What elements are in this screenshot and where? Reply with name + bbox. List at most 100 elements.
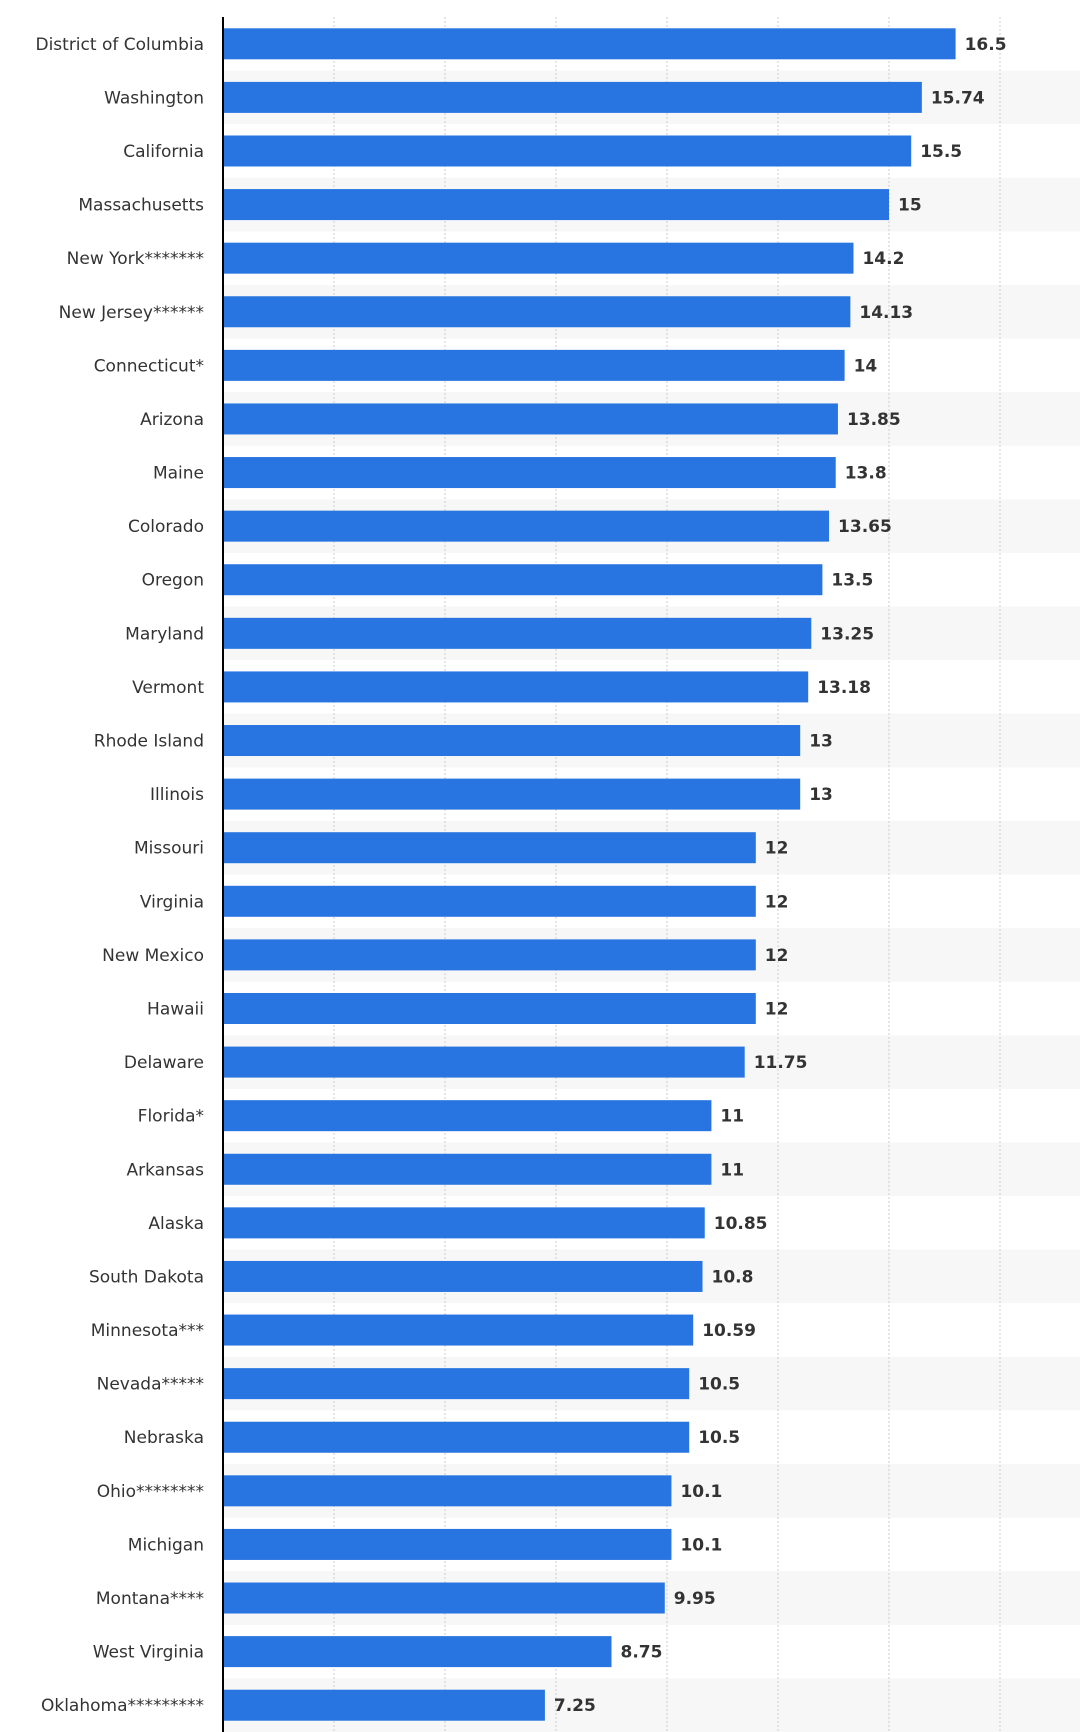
value-label: 13.8 bbox=[845, 464, 887, 484]
bar bbox=[223, 1475, 672, 1507]
bars bbox=[223, 28, 956, 1721]
bar bbox=[223, 1689, 545, 1721]
category-label: Michigan bbox=[128, 1535, 204, 1555]
value-label: 10.1 bbox=[680, 1535, 722, 1555]
value-label: 12 bbox=[765, 999, 789, 1019]
bar bbox=[223, 403, 838, 435]
bar bbox=[223, 1314, 694, 1346]
category-label: Ohio******** bbox=[97, 1482, 204, 1502]
bar bbox=[223, 1582, 665, 1614]
category-label: Oregon bbox=[142, 571, 204, 591]
value-label: 10.1 bbox=[680, 1482, 722, 1502]
bar bbox=[223, 1528, 672, 1560]
category-label: Vermont bbox=[132, 678, 204, 698]
bar bbox=[223, 778, 801, 810]
value-label: 8.75 bbox=[621, 1643, 663, 1663]
bar bbox=[223, 1153, 712, 1185]
bar bbox=[223, 1260, 703, 1292]
bar bbox=[223, 832, 756, 864]
bar bbox=[223, 617, 812, 649]
bar bbox=[223, 81, 922, 113]
value-label: 10.85 bbox=[714, 1214, 768, 1234]
category-label: West Virginia bbox=[93, 1643, 204, 1663]
value-label: 15.5 bbox=[920, 142, 962, 162]
bar bbox=[223, 1100, 712, 1132]
category-labels: District of Columbia Washington California… bbox=[35, 35, 204, 1716]
value-label: 11.75 bbox=[754, 1053, 808, 1073]
bar bbox=[223, 510, 830, 542]
value-label: 11 bbox=[720, 1107, 744, 1127]
bar bbox=[223, 135, 912, 167]
category-label: California bbox=[123, 142, 204, 162]
value-label: 12 bbox=[765, 892, 789, 912]
value-label: 15 bbox=[898, 196, 922, 216]
bar bbox=[223, 28, 956, 60]
category-label: Arizona bbox=[140, 410, 204, 430]
value-label: 14.2 bbox=[862, 249, 904, 269]
value-label: 14 bbox=[854, 356, 878, 376]
category-label: Hawaii bbox=[147, 999, 204, 1019]
value-label: 14.13 bbox=[859, 303, 913, 323]
value-labels: 16.5 15.74 15.5 15 14.2 14.13 14 13.85 13.8 13.65… bbox=[554, 35, 1007, 1716]
value-label: 10.5 bbox=[698, 1375, 740, 1395]
category-label: Colorado bbox=[128, 517, 204, 537]
bar bbox=[223, 1207, 705, 1239]
category-label: District of Columbia bbox=[35, 35, 204, 55]
category-label: Delaware bbox=[124, 1053, 204, 1073]
value-label: 11 bbox=[720, 1160, 744, 1180]
value-label: 10.5 bbox=[698, 1428, 740, 1448]
bar bbox=[223, 189, 889, 221]
value-label: 13.25 bbox=[820, 624, 874, 644]
bar bbox=[223, 885, 756, 917]
value-label: 13.85 bbox=[847, 410, 901, 430]
value-label: 13.5 bbox=[831, 571, 873, 591]
bar bbox=[223, 296, 851, 328]
value-label: 13.65 bbox=[838, 517, 892, 537]
category-label: Rhode Island bbox=[94, 732, 204, 752]
category-label: Maryland bbox=[125, 624, 204, 644]
value-label: 12 bbox=[765, 839, 789, 859]
category-label: Washington bbox=[104, 88, 204, 108]
value-label: 10.59 bbox=[702, 1321, 756, 1341]
value-label: 12 bbox=[765, 946, 789, 966]
category-label: Connecticut* bbox=[94, 356, 204, 376]
bar bbox=[223, 671, 809, 703]
category-label: New Jersey****** bbox=[59, 303, 204, 323]
category-label: Missouri bbox=[134, 839, 204, 859]
category-label: Minnesota*** bbox=[91, 1321, 204, 1341]
value-label: 15.74 bbox=[931, 88, 985, 108]
value-label: 13.18 bbox=[817, 678, 871, 698]
bar bbox=[223, 1046, 745, 1078]
value-label: 9.95 bbox=[674, 1589, 716, 1609]
category-label: Nebraska bbox=[124, 1428, 204, 1448]
bar bbox=[223, 457, 836, 489]
bar bbox=[223, 992, 756, 1024]
category-label: Nevada***** bbox=[97, 1375, 204, 1395]
bar bbox=[223, 939, 756, 971]
category-label: South Dakota bbox=[89, 1267, 204, 1287]
value-label: 16.5 bbox=[965, 35, 1007, 55]
category-label: Virginia bbox=[140, 892, 204, 912]
category-label: Oklahoma********* bbox=[41, 1696, 204, 1716]
category-label: Arkansas bbox=[127, 1160, 205, 1180]
value-label: 7.25 bbox=[554, 1696, 596, 1716]
category-label: New Mexico bbox=[102, 946, 204, 966]
category-label: Alaska bbox=[148, 1214, 204, 1234]
category-label: Montana**** bbox=[96, 1589, 204, 1609]
value-label: 10.8 bbox=[712, 1267, 754, 1287]
bar bbox=[223, 349, 845, 381]
value-label: 13 bbox=[809, 785, 833, 805]
bar bbox=[223, 1636, 612, 1668]
category-label: Florida* bbox=[138, 1107, 204, 1127]
bar bbox=[223, 564, 823, 596]
category-label: New York******* bbox=[67, 249, 204, 269]
bar bbox=[223, 1368, 690, 1400]
bar bbox=[223, 725, 801, 757]
bar bbox=[223, 1421, 690, 1453]
category-label: Massachusetts bbox=[78, 196, 204, 216]
value-label: 13 bbox=[809, 732, 833, 752]
category-label: Illinois bbox=[150, 785, 204, 805]
bar bbox=[223, 242, 854, 274]
category-label: Maine bbox=[153, 464, 204, 484]
